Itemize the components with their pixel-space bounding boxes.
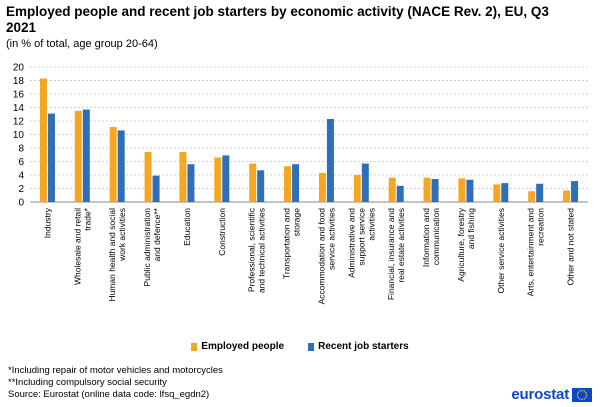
bar-employed bbox=[318, 172, 326, 202]
bar-starters bbox=[187, 164, 195, 202]
bar-employed bbox=[458, 178, 466, 202]
x-tick-label: Construction bbox=[217, 208, 227, 256]
y-tick-label: 16 bbox=[13, 90, 25, 101]
y-tick-label: 0 bbox=[18, 198, 24, 209]
x-tick-label: Arts, entertainment andrecreation bbox=[526, 208, 546, 297]
bar-employed bbox=[563, 190, 571, 202]
bar-employed bbox=[179, 152, 187, 202]
bar-starters bbox=[431, 179, 439, 202]
x-tick-label: Education bbox=[182, 208, 192, 246]
bar-starters bbox=[47, 113, 55, 202]
y-tick-label: 14 bbox=[13, 103, 25, 114]
legend-item-employed: Employed people bbox=[191, 341, 284, 352]
x-tick-label: Administrative andsupport serviceactivit… bbox=[346, 208, 376, 278]
bar-starters bbox=[82, 109, 90, 202]
chart-legend: Employed people Recent job starters bbox=[0, 341, 600, 352]
legend-label-starters: Recent job starters bbox=[318, 341, 409, 352]
logo-text: eurostat bbox=[511, 386, 569, 403]
bar-employed bbox=[74, 110, 82, 202]
bar-employed bbox=[214, 157, 222, 202]
x-tick-label: Accommodation and foodservice activities bbox=[316, 208, 336, 305]
chart-title: Employed people and recent job starters … bbox=[6, 4, 549, 35]
y-tick-label: 4 bbox=[18, 171, 24, 182]
bar-starters bbox=[571, 181, 579, 202]
bar-starters bbox=[257, 170, 265, 202]
y-tick-label: 18 bbox=[13, 76, 25, 87]
footnote-2: **Including compulsory social security bbox=[8, 377, 167, 388]
bar-employed bbox=[353, 175, 361, 202]
x-tick-label: Professional, scientificand technical ac… bbox=[247, 207, 267, 293]
footnotes: *Including repair of motor vehicles and … bbox=[8, 365, 223, 401]
bar-employed bbox=[528, 191, 536, 202]
x-tick-label: Wholesale and retailtrade* bbox=[72, 207, 92, 285]
eurostat-logo: eurostat bbox=[511, 386, 592, 403]
legend-label-employed: Employed people bbox=[201, 341, 285, 352]
bar-employed bbox=[388, 177, 396, 202]
bar-employed bbox=[39, 78, 47, 202]
y-tick-label: 10 bbox=[13, 130, 25, 141]
x-tick-label: Industry bbox=[42, 207, 52, 238]
bar-starters bbox=[361, 163, 369, 202]
x-tick-label: Agriculture, forestryand fishing bbox=[456, 207, 476, 281]
bar-starters bbox=[222, 155, 230, 202]
legend-swatch-employed bbox=[191, 342, 198, 351]
bar-starters bbox=[326, 118, 334, 202]
footnote-1: *Including repair of motor vehicles and … bbox=[8, 365, 223, 376]
bar-starters bbox=[466, 179, 474, 202]
bar-employed bbox=[284, 166, 292, 202]
bar-starters bbox=[396, 185, 404, 202]
bar-starters bbox=[117, 130, 125, 202]
bar-starters bbox=[536, 183, 544, 202]
bar-employed bbox=[249, 163, 257, 202]
bar-employed bbox=[109, 127, 117, 202]
bar-employed bbox=[423, 177, 431, 202]
bar-starters bbox=[292, 164, 300, 202]
x-tick-label: Other service activities bbox=[496, 208, 506, 294]
y-tick-label: 8 bbox=[18, 144, 24, 155]
x-tick-label: Financial, insurance andreal estate acti… bbox=[386, 208, 406, 300]
x-tick-label: Transportation andstorage bbox=[282, 208, 302, 279]
y-tick-label: 6 bbox=[18, 157, 24, 168]
legend-item-starters: Recent job starters bbox=[308, 341, 409, 352]
bar-starters bbox=[501, 183, 509, 202]
eu-flag-icon bbox=[572, 387, 592, 402]
y-tick-label: 20 bbox=[13, 63, 25, 74]
chart-subtitle: (in % of total, age group 20-64) bbox=[6, 38, 158, 50]
bar-employed bbox=[493, 184, 501, 202]
x-tick-label: Public administrationand defence** bbox=[142, 207, 162, 286]
legend-swatch-starters bbox=[308, 342, 315, 351]
y-tick-label: 2 bbox=[18, 184, 24, 195]
x-tick-label: Information andcommunication bbox=[421, 208, 441, 267]
bar-starters bbox=[152, 175, 160, 202]
bar-employed bbox=[144, 152, 152, 202]
y-tick-label: 12 bbox=[13, 117, 25, 128]
x-tick-label: Human health and socialwork activities bbox=[107, 208, 127, 302]
x-tick-label: Other and not stated bbox=[566, 208, 576, 286]
source-note: Source: Eurostat (online data code: lfsq… bbox=[8, 389, 210, 400]
